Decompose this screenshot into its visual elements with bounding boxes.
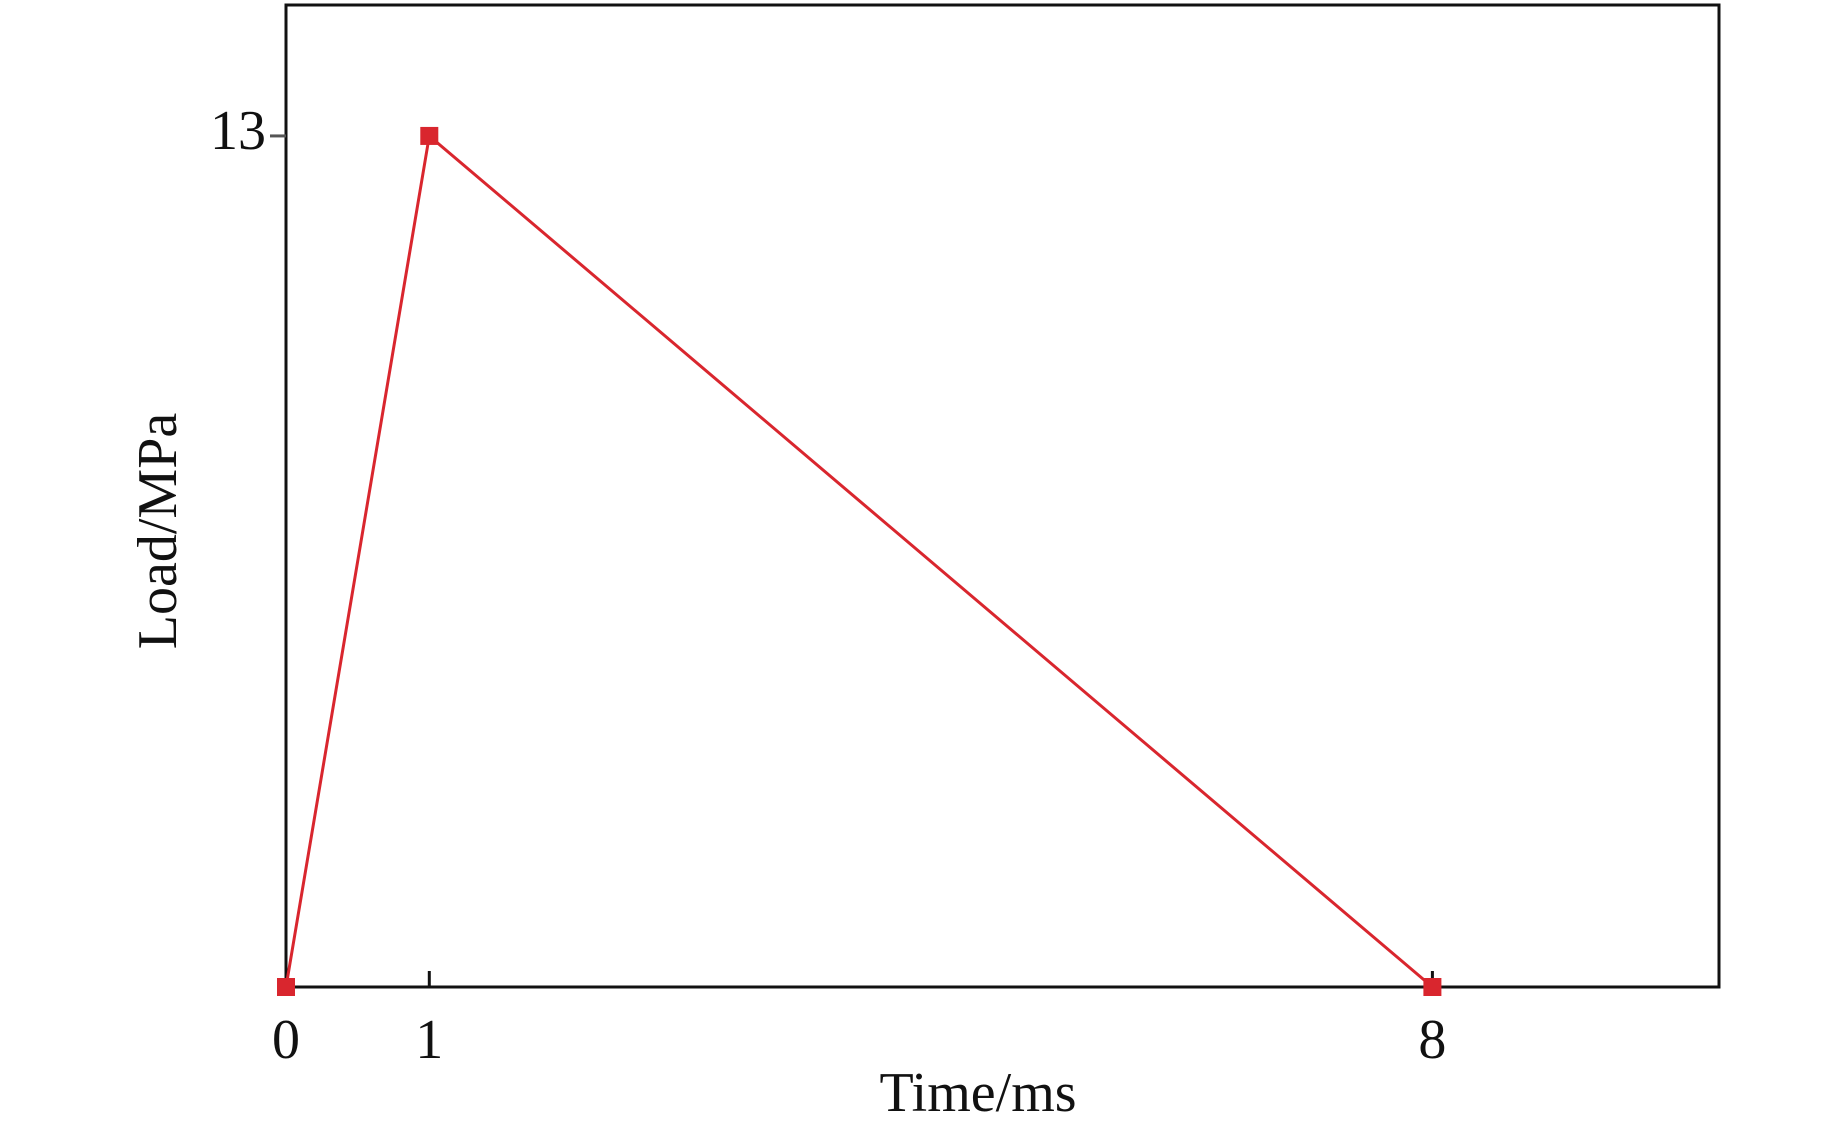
y-tick-label: 13: [210, 100, 266, 162]
data-point: [420, 126, 439, 145]
x-tick-label: 8: [1418, 1009, 1446, 1071]
plot-frame: [284, 3, 1721, 989]
data-point: [1423, 978, 1442, 996]
x-axis-label: Time/ms: [879, 1062, 1076, 1124]
x-tick-label: 0: [272, 1009, 300, 1071]
y-axis-label: Load/MPa: [127, 413, 189, 650]
data-line: [284, 133, 1434, 989]
x-tick-label: 1: [415, 1009, 443, 1071]
data-point: [277, 978, 295, 996]
